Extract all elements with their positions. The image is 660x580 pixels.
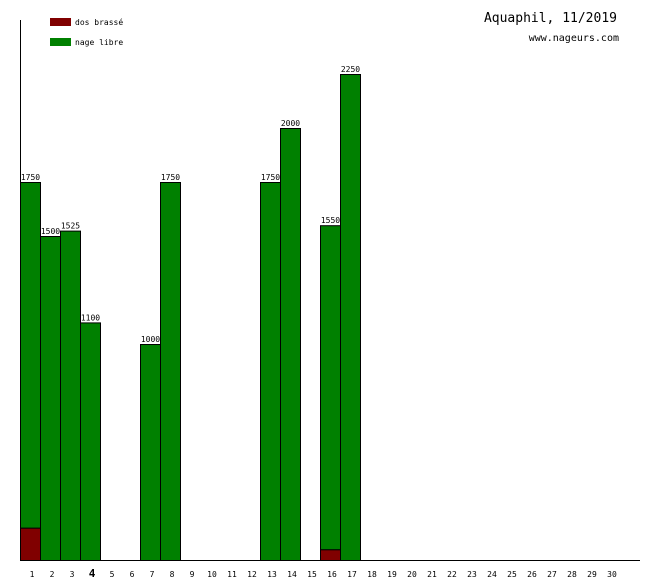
bars-group xyxy=(20,74,361,562)
bar-day-4-series-1 xyxy=(80,322,101,561)
x-tick-label-13: 13 xyxy=(267,570,277,579)
bar-day-3-series-1 xyxy=(60,230,81,561)
legend-label-dos-brasse: dos brassé xyxy=(75,17,123,27)
bar-day-17-series-1 xyxy=(340,74,361,561)
x-tick-label-8: 8 xyxy=(170,570,175,579)
bar-day-16-series-1 xyxy=(320,225,341,551)
x-tick-label-1: 1 xyxy=(30,570,35,579)
x-tick-label-24: 24 xyxy=(487,570,497,579)
x-tick-label-10: 10 xyxy=(207,570,217,579)
x-tick-label-11: 11 xyxy=(227,570,237,579)
x-tick-label-19: 19 xyxy=(387,570,397,579)
x-tick-label-17: 17 xyxy=(347,570,357,579)
data-label-day-14: 2000 xyxy=(281,119,300,128)
bar-day-7-series-1 xyxy=(140,344,161,561)
data-label-day-7: 1000 xyxy=(141,335,160,344)
x-tick-label-15: 15 xyxy=(307,570,317,579)
legend: dos brassé nage libre xyxy=(50,17,123,47)
x-tick-label-30: 30 xyxy=(607,570,617,579)
legend-swatch-nage-libre xyxy=(50,38,71,46)
x-tick-label-7: 7 xyxy=(150,570,155,579)
data-label-day-2: 1500 xyxy=(41,227,60,236)
bar-day-13-series-1 xyxy=(260,182,281,561)
bar-day-16-series-0 xyxy=(320,549,341,562)
x-tick-labels-group: 1 2 3 4 5 6 7 8 9 10 11 12 13 14 15 16 17 18 19 20 21 22 23 24 2… xyxy=(30,567,617,580)
x-tick-label-2: 2 xyxy=(50,570,55,579)
data-label-day-13: 1750 xyxy=(261,173,280,182)
x-tick-label-21: 21 xyxy=(427,570,437,579)
x-tick-label-29: 29 xyxy=(587,570,597,579)
x-tick-label-25: 25 xyxy=(507,570,517,579)
bar-day-2-series-1 xyxy=(40,236,61,561)
data-label-day-16: 1550 xyxy=(321,216,340,225)
chart-title: Aquaphil, 11/2019 xyxy=(484,11,617,26)
legend-swatch-dos-brasse xyxy=(50,18,71,26)
chart-subtitle: www.nageurs.com xyxy=(529,33,619,44)
x-tick-label-3: 3 xyxy=(70,570,75,579)
x-tick-label-22: 22 xyxy=(447,570,457,579)
x-tick-label-27: 27 xyxy=(547,570,557,579)
bar-day-14-series-1 xyxy=(280,128,301,561)
bar-day-1-series-0 xyxy=(20,527,41,561)
x-tick-label-26: 26 xyxy=(527,570,537,579)
legend-label-nage-libre: nage libre xyxy=(75,38,123,47)
data-label-day-8: 1750 xyxy=(161,173,180,182)
data-label-day-4: 1100 xyxy=(81,313,100,322)
x-tick-label-4: 4 xyxy=(89,567,96,580)
x-tick-label-9: 9 xyxy=(190,570,195,579)
x-tick-label-16: 16 xyxy=(327,570,337,579)
data-label-day-3: 1525 xyxy=(61,222,80,231)
x-tick-label-14: 14 xyxy=(287,570,297,579)
x-tick-label-12: 12 xyxy=(247,570,257,579)
x-tick-label-18: 18 xyxy=(367,570,377,579)
x-tick-label-5: 5 xyxy=(110,570,115,579)
x-tick-label-23: 23 xyxy=(467,570,477,579)
bar-day-8-series-1 xyxy=(160,182,181,561)
data-label-day-1: 1750 xyxy=(21,173,40,182)
bar-day-1-series-1 xyxy=(20,182,41,529)
x-tick-label-20: 20 xyxy=(407,570,417,579)
x-tick-label-6: 6 xyxy=(130,570,135,579)
data-label-day-17: 2250 xyxy=(341,65,360,74)
x-tick-label-28: 28 xyxy=(567,570,577,579)
